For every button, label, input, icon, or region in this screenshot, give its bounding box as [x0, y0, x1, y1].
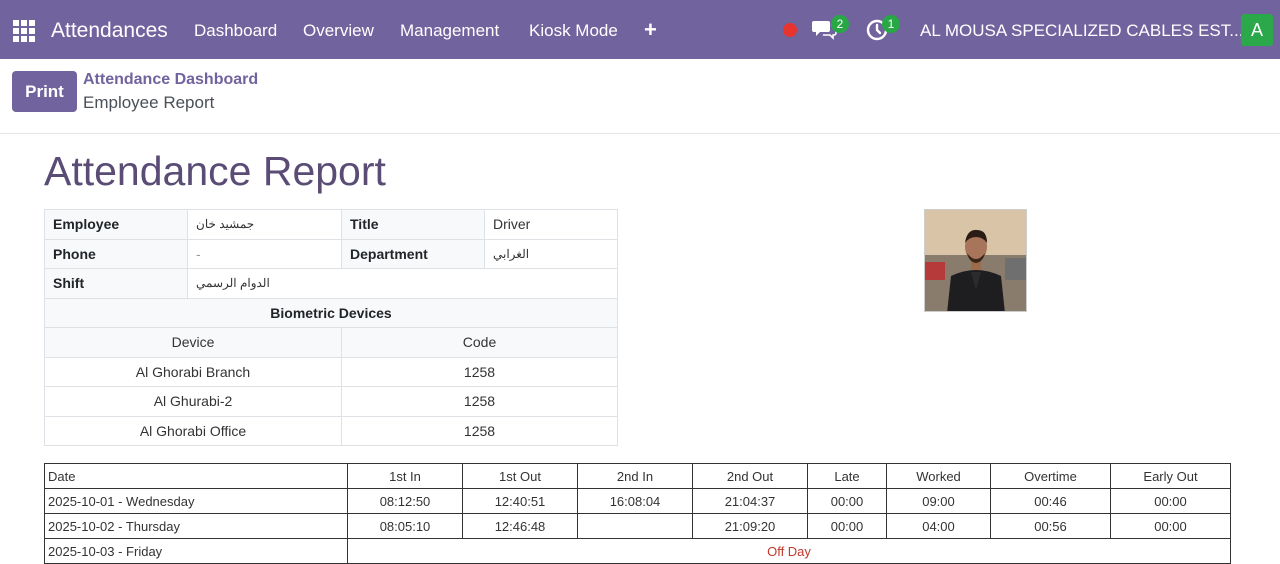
- col-1st-in: 1st In: [347, 463, 463, 489]
- employee-value: جمشيد خان: [187, 209, 342, 240]
- row-date: 2025-10-01 - Wednesday: [44, 488, 348, 514]
- row-early-out: 00:00: [1110, 513, 1231, 539]
- col-date: Date: [44, 463, 348, 489]
- attendance-header-row: Date 1st In 1st Out 2nd In 2nd Out Late …: [44, 463, 1231, 489]
- col-2nd-in: 2nd In: [577, 463, 693, 489]
- row-2nd-in: [577, 513, 693, 539]
- nav-overview[interactable]: Overview: [303, 21, 374, 40]
- breadcrumb-current: Employee Report: [83, 93, 215, 112]
- row-2nd-out: 21:04:37: [692, 488, 808, 514]
- row-2nd-in: 16:08:04: [577, 488, 693, 514]
- shift-value: الدوام الرسمي: [187, 268, 618, 299]
- control-panel-divider: [0, 133, 1280, 134]
- phone-label: Phone: [44, 238, 188, 269]
- device-code: 1258: [341, 356, 618, 387]
- apps-icon[interactable]: [13, 20, 35, 42]
- device-name: Al Ghorabi Office: [44, 415, 342, 446]
- shift-label: Shift: [44, 268, 188, 299]
- row-overtime: 00:46: [990, 488, 1111, 514]
- col-late: Late: [807, 463, 887, 489]
- report-title: Attendance Report: [44, 148, 386, 194]
- employee-photo: [924, 209, 1027, 312]
- device-code: 1258: [341, 386, 618, 417]
- table-row: 2025-10-02 - Thursday 08:05:10 12:46:48 …: [44, 513, 1231, 539]
- device-column-header: Device: [44, 327, 342, 358]
- device-row: Al Ghorabi Office 1258: [44, 415, 618, 446]
- row-1st-out: 12:40:51: [462, 488, 578, 514]
- device-name: Al Ghorabi Branch: [44, 356, 342, 387]
- attendance-table: Date 1st In 1st Out 2nd In 2nd Out Late …: [44, 463, 1231, 564]
- department-label: Department: [341, 238, 485, 269]
- row-late: 00:00: [807, 488, 887, 514]
- print-button[interactable]: Print: [12, 71, 77, 112]
- company-switcher[interactable]: AL MOUSA SPECIALIZED CABLES EST...: [920, 21, 1244, 40]
- col-2nd-out: 2nd Out: [692, 463, 808, 489]
- col-overtime: Overtime: [990, 463, 1111, 489]
- device-code: 1258: [341, 415, 618, 446]
- row-1st-in: 08:12:50: [347, 488, 463, 514]
- device-row: Al Ghorabi Branch 1258: [44, 356, 618, 387]
- activities-count-badge: 1: [882, 15, 900, 33]
- row-overtime: 00:56: [990, 513, 1111, 539]
- user-avatar[interactable]: A: [1241, 14, 1273, 46]
- col-worked: Worked: [886, 463, 991, 489]
- employee-info-table: Employee جمشيد خان Title Driver Phone - …: [44, 209, 618, 446]
- department-value: الغرابي: [484, 238, 618, 269]
- top-navbar: Attendances Dashboard Overview Managemen…: [0, 0, 1280, 59]
- app-name[interactable]: Attendances: [51, 19, 168, 42]
- record-dot-icon[interactable]: [783, 23, 797, 37]
- employee-label: Employee: [44, 209, 188, 240]
- add-icon[interactable]: +: [644, 17, 657, 42]
- row-early-out: 00:00: [1110, 488, 1231, 514]
- row-1st-out: 12:46:48: [462, 513, 578, 539]
- code-column-header: Code: [341, 327, 618, 358]
- off-day-label: Off Day: [347, 538, 1231, 564]
- title-label: Title: [341, 209, 485, 240]
- device-name: Al Ghurabi-2: [44, 386, 342, 417]
- nav-dashboard[interactable]: Dashboard: [194, 21, 278, 40]
- title-value: Driver: [484, 209, 618, 240]
- row-worked: 09:00: [886, 488, 991, 514]
- phone-value: -: [187, 238, 342, 269]
- row-1st-in: 08:05:10: [347, 513, 463, 539]
- nav-kiosk-mode[interactable]: Kiosk Mode: [529, 21, 618, 40]
- row-date: 2025-10-02 - Thursday: [44, 513, 348, 539]
- breadcrumb-parent-link[interactable]: Attendance Dashboard: [83, 71, 259, 88]
- row-2nd-out: 21:09:20: [692, 513, 808, 539]
- messages-count-badge: 2: [831, 15, 849, 33]
- table-row: 2025-10-03 - Friday Off Day: [44, 538, 1231, 564]
- row-worked: 04:00: [886, 513, 991, 539]
- col-early-out: Early Out: [1110, 463, 1231, 489]
- col-1st-out: 1st Out: [462, 463, 578, 489]
- row-late: 00:00: [807, 513, 887, 539]
- row-date: 2025-10-03 - Friday: [44, 538, 348, 564]
- table-row: 2025-10-01 - Wednesday 08:12:50 12:40:51…: [44, 488, 1231, 514]
- nav-management[interactable]: Management: [400, 21, 500, 40]
- biometric-devices-heading: Biometric Devices: [44, 297, 618, 328]
- device-row: Al Ghurabi-2 1258: [44, 386, 618, 417]
